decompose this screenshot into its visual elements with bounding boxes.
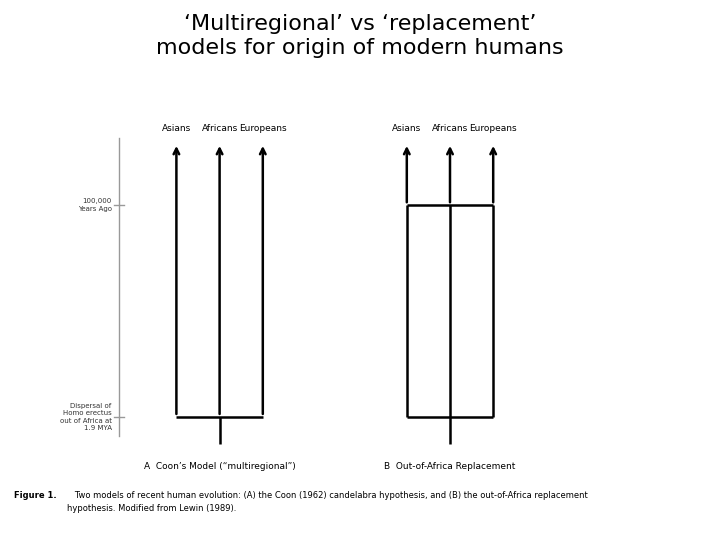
Text: ‘Multiregional’ vs ‘replacement’
models for origin of modern humans: ‘Multiregional’ vs ‘replacement’ models … [156,14,564,57]
Text: 100,000
Years Ago: 100,000 Years Ago [78,198,112,212]
Text: Africans: Africans [202,124,238,133]
Text: Europeans: Europeans [469,124,517,133]
Text: Two models of recent human evolution: (A) the Coon (1962) candelabra hypothesis,: Two models of recent human evolution: (A… [67,491,588,513]
Text: Dispersal of
Homo erectus
out of Africa at
1.9 MYA: Dispersal of Homo erectus out of Africa … [60,402,112,431]
Text: Asians: Asians [392,124,421,133]
Text: B  Out-of-Africa Replacement: B Out-of-Africa Replacement [384,462,516,471]
Text: Africans: Africans [432,124,468,133]
Text: Europeans: Europeans [239,124,287,133]
Text: Figure 1.: Figure 1. [14,491,57,501]
Text: Asians: Asians [162,124,191,133]
Text: A  Coon’s Model (“multiregional”): A Coon’s Model (“multiregional”) [144,462,295,471]
